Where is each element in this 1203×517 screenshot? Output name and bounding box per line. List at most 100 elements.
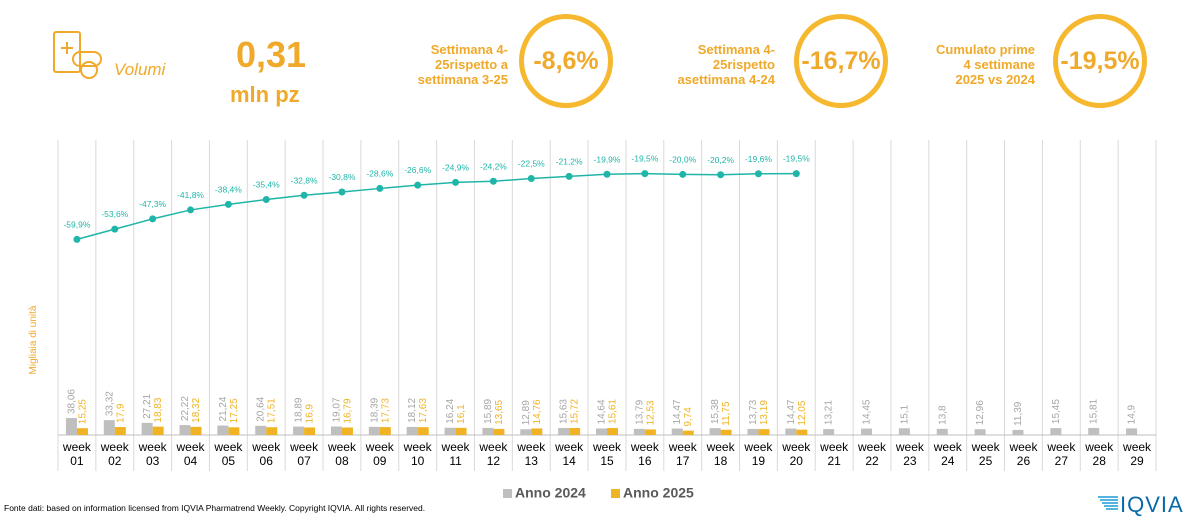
x-tick-label: week 13: [517, 440, 546, 468]
x-tick-label: week 11: [441, 440, 470, 468]
kpi-value: -19,5%: [1053, 14, 1147, 108]
bar: [974, 429, 986, 435]
bar: [898, 428, 910, 435]
line-value-label: -19,6%: [745, 154, 772, 164]
bar: [152, 426, 164, 435]
bar: [1088, 427, 1100, 435]
bar-value-label: 15,61: [608, 399, 619, 424]
line-point: [224, 200, 232, 208]
bar: [255, 425, 267, 435]
bar: [1012, 429, 1024, 435]
bar-value-label: 15,38: [710, 399, 721, 424]
bar: [758, 429, 770, 435]
x-tick-label: week 01: [62, 440, 91, 468]
bar: [330, 426, 342, 435]
kpi-value: -16,7%: [794, 14, 888, 108]
line-point: [262, 196, 270, 204]
line-value-label: -41,8%: [177, 190, 204, 200]
line-value-label: -24,9%: [442, 162, 469, 172]
legend-label: Anno 2024: [515, 485, 586, 501]
bar-value-label: 14,47: [786, 399, 797, 424]
bar-value-label: 13,8: [937, 405, 948, 425]
line-point: [111, 225, 119, 233]
bar-value-label: 18,89: [294, 397, 305, 422]
bar: [1126, 428, 1138, 435]
bar-value-label: 16,24: [445, 398, 456, 423]
bar: [823, 429, 835, 435]
x-tick-label: week 21: [820, 440, 849, 468]
bar: [596, 428, 607, 435]
line-point: [603, 170, 611, 178]
x-tick-label: week 19: [744, 440, 773, 468]
x-tick-label: week 28: [1085, 440, 1114, 468]
line: [76, 172, 797, 241]
bar: [304, 427, 316, 435]
x-tick-label: week 22: [858, 440, 887, 468]
line-value-label: -38,4%: [215, 184, 242, 194]
bar-value-label: 14,64: [597, 399, 608, 424]
bar-value-label: 12,53: [645, 400, 656, 425]
kpi-label-line: settimana 3-25: [417, 72, 508, 87]
bar-value-label: 15,89: [483, 398, 494, 423]
kpi-label-line: 4 settimane: [963, 57, 1035, 72]
line-point: [527, 175, 535, 182]
x-tick-label: week 26: [1009, 440, 1038, 468]
bar-value-label: 13,73: [748, 399, 759, 424]
bar-value-label: 21,24: [218, 396, 229, 421]
bar: [569, 427, 581, 435]
line-value-label: -19,5%: [783, 154, 810, 164]
line-point: [73, 235, 81, 243]
bar: [709, 428, 721, 435]
bar: [861, 428, 873, 435]
bar-value-label: 18,12: [407, 397, 418, 422]
bar-value-label: 17,51: [267, 398, 278, 423]
logo: IQVIA: [1120, 492, 1184, 517]
x-tick-label: week 24: [933, 440, 962, 468]
bar: [482, 427, 494, 435]
bar-value-label: 12,05: [797, 400, 808, 425]
legend-swatch: [611, 489, 620, 498]
line-value-label: -20,0%: [669, 154, 696, 164]
bar: [65, 418, 77, 435]
line-value-label: -53,6%: [101, 209, 128, 219]
bar-value-label: 13,19: [759, 400, 770, 425]
line-point: [452, 178, 460, 186]
bar: [531, 428, 543, 435]
bar-value-label: 33,32: [104, 391, 115, 416]
x-tick-label: week 02: [100, 440, 129, 468]
bar-value-label: 11,75: [721, 401, 732, 426]
bar: [76, 428, 88, 435]
bar: [141, 422, 153, 435]
kpi-label-line: 2025 vs 2024: [955, 72, 1035, 87]
bar: [936, 428, 948, 435]
bar: [493, 428, 505, 435]
bar: [179, 425, 191, 435]
bar: [228, 427, 240, 435]
kpi-label-line: asettimana 4-24: [677, 72, 775, 87]
bar-value-label: 12,96: [975, 400, 986, 425]
bar: [796, 429, 808, 435]
bar-value-label: 14,45: [862, 399, 873, 424]
legend-swatch: [503, 489, 512, 498]
bar-value-label: 27,21: [142, 393, 153, 418]
bar-value-label: 11,39: [1013, 401, 1024, 426]
source-note: Fonte dati: based on information license…: [4, 503, 425, 513]
line-value-label: -32,8%: [291, 175, 318, 185]
bar-value-label: 17,25: [229, 398, 240, 423]
bar-value-label: 15,63: [559, 399, 570, 424]
x-tick-label: week 07: [290, 440, 319, 468]
x-tick-label: week 29: [1123, 440, 1152, 468]
bar-value-label: 9,74: [683, 407, 694, 427]
bar-value-label: 13,65: [494, 399, 505, 424]
bar: [103, 420, 115, 435]
x-tick-label: week 27: [1047, 440, 1076, 468]
line-value-label: -24,2%: [480, 161, 507, 171]
x-tick-label: week 17: [668, 440, 697, 468]
bar-value-label: 20,64: [256, 396, 267, 421]
line-value-label: -19,9%: [594, 154, 621, 164]
bar: [747, 428, 759, 435]
x-tick-label: week 03: [138, 440, 167, 468]
kpi-label-line: Cumulato prime: [936, 42, 1035, 57]
bar-value-label: 16,79: [342, 398, 353, 423]
